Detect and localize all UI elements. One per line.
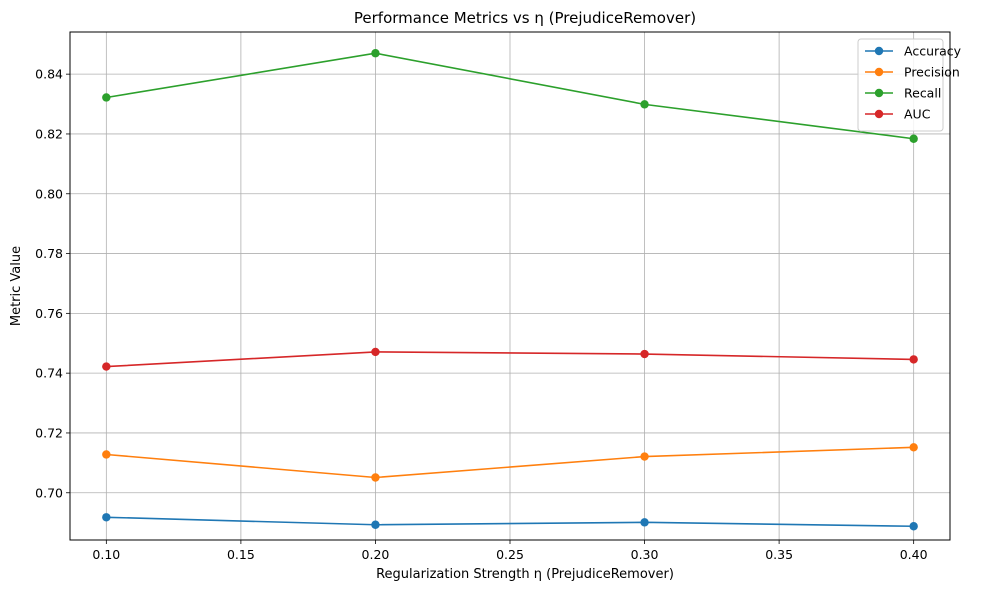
grid bbox=[70, 32, 950, 540]
accuracy-point bbox=[640, 518, 649, 527]
auc-point bbox=[371, 347, 380, 357]
x-tick-label: 0.25 bbox=[496, 547, 524, 562]
axis-ticks: 0.10 0.15 0.20 0.25 0.30 0.35 0.40 0.70 0.72 0.74… bbox=[35, 67, 927, 562]
legend-recall-marker bbox=[874, 88, 884, 98]
legend-auc-label: AUC bbox=[904, 107, 931, 122]
legend-accuracy-marker bbox=[874, 46, 884, 56]
accuracy-line bbox=[106, 516, 914, 528]
y-tick-label: 0.76 bbox=[35, 306, 63, 321]
y-tick-label: 0.74 bbox=[35, 366, 63, 381]
y-tick-label: 0.70 bbox=[35, 485, 63, 500]
x-tick-label: 0.15 bbox=[227, 547, 255, 562]
accuracy-point bbox=[102, 513, 111, 522]
y-axis-title: Metric Value bbox=[9, 246, 24, 326]
precision-point bbox=[640, 452, 649, 461]
x-tick-label: 0.30 bbox=[631, 547, 659, 562]
precision-point bbox=[909, 443, 918, 452]
x-tick-label: 0.20 bbox=[362, 547, 390, 562]
chart-title: Performance Metrics vs η (PrejudiceRemov… bbox=[354, 9, 696, 27]
y-tick-label: 0.78 bbox=[35, 246, 63, 261]
auc-line bbox=[106, 351, 914, 368]
legend-precision-label: Precision bbox=[904, 65, 960, 80]
legend-precision-marker bbox=[874, 67, 884, 77]
y-tick-label: 0.82 bbox=[35, 126, 63, 141]
x-tick-label: 0.10 bbox=[92, 547, 120, 562]
x-axis-title: Regularization Strength η (PrejudiceRemo… bbox=[376, 567, 674, 582]
auc-point bbox=[909, 355, 918, 364]
recall-point bbox=[640, 100, 649, 109]
legend-auc-marker bbox=[874, 109, 884, 119]
precision-point bbox=[371, 473, 380, 482]
recall-point bbox=[909, 134, 918, 143]
x-tick-label: 0.40 bbox=[900, 547, 928, 562]
recall-point bbox=[102, 93, 111, 102]
y-tick-label: 0.84 bbox=[35, 67, 63, 82]
x-tick-label: 0.35 bbox=[765, 547, 793, 562]
precision-line bbox=[106, 446, 914, 479]
accuracy-point bbox=[371, 520, 380, 529]
legend-box bbox=[857, 38, 944, 132]
y-tick-label: 0.72 bbox=[35, 425, 63, 440]
legend-accuracy-label: Accuracy bbox=[904, 44, 962, 59]
legend: Accuracy Precision Recall AUC bbox=[857, 38, 962, 132]
legend-recall-label: Recall bbox=[904, 86, 941, 101]
y-tick-label: 0.80 bbox=[35, 186, 63, 201]
recall-line bbox=[106, 52, 914, 140]
accuracy-point bbox=[909, 522, 918, 531]
recall-point bbox=[371, 49, 380, 58]
auc-point bbox=[102, 362, 111, 371]
precision-point bbox=[102, 450, 111, 459]
auc-point bbox=[640, 349, 649, 359]
series-layer bbox=[102, 49, 918, 531]
